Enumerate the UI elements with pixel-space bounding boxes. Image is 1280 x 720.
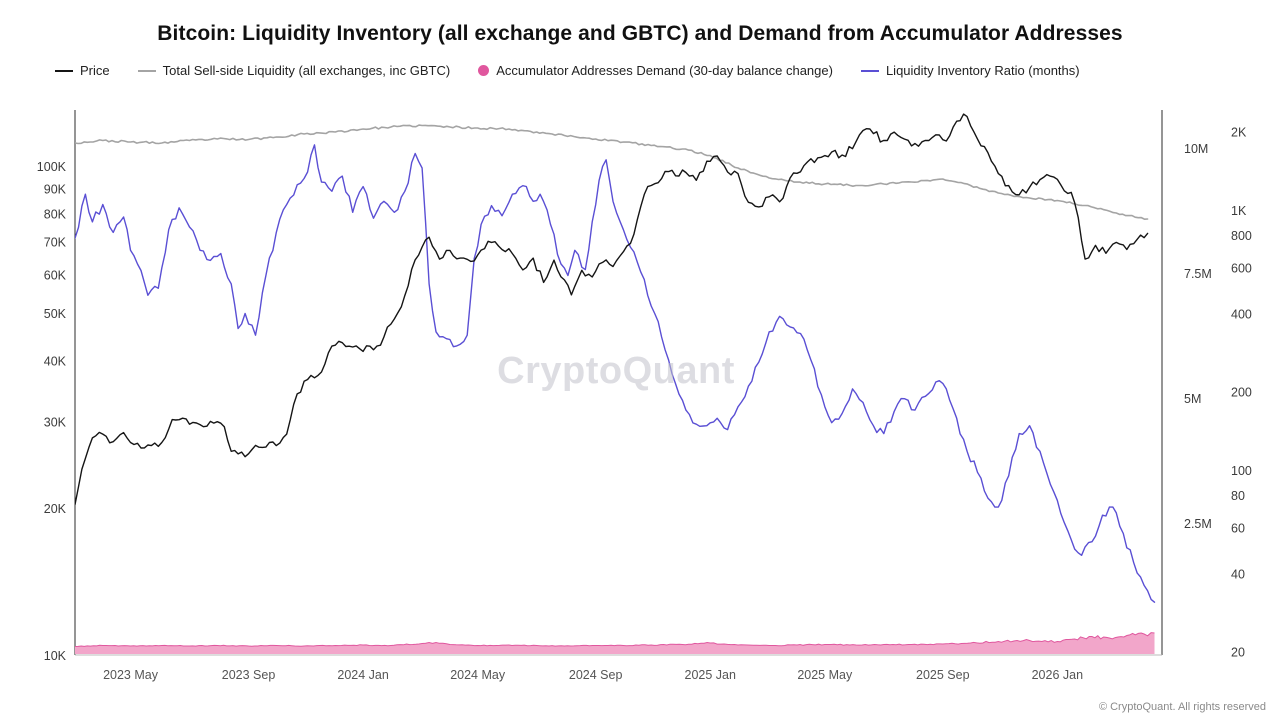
ratio-axis-tick-label: 200: [1231, 386, 1252, 400]
price-axis-tick-label: 10K: [44, 649, 67, 663]
chart-title: Bitcoin: Liquidity Inventory (all exchan…: [157, 22, 1123, 45]
supply-axis-tick-label: 10M: [1184, 142, 1208, 156]
x-axis-tick-label: 2025 May: [797, 668, 853, 682]
price-axis-tick-label: 90K: [44, 182, 67, 196]
copyright-notice: © CryptoQuant. All rights reserved: [1098, 701, 1266, 713]
legend-label: Accumulator Addresses Demand (30-day bal…: [496, 63, 833, 78]
liquidity-inventory-ratio-line: [75, 144, 1156, 603]
x-axis-tick-label: 2025 Jan: [685, 668, 736, 682]
price-axis-tick-label: 70K: [44, 236, 67, 250]
x-axis-tick-label: 2024 Sep: [569, 668, 623, 682]
price-axis-tick-label: 20K: [44, 502, 67, 516]
legend-label: Liquidity Inventory Ratio (months): [885, 63, 1080, 78]
accumulator-demand-area-edge: [75, 632, 1155, 647]
price-line: [75, 113, 1149, 506]
x-axis-tick-label: 2023 May: [103, 668, 159, 682]
ratio-axis-tick-label: 100: [1231, 464, 1252, 478]
supply-axis-tick-label: 2.5M: [1184, 517, 1212, 531]
legend-label: Price: [80, 63, 110, 78]
ratio-axis-tick-label: 2K: [1231, 126, 1247, 140]
supply-axis-tick-label: 7.5M: [1184, 267, 1212, 281]
x-axis-tick-label: 2025 Sep: [916, 668, 970, 682]
ratio-axis-tick-label: 20: [1231, 646, 1245, 660]
ratio-axis-tick-label: 400: [1231, 307, 1252, 321]
accumulator-demand-area: [75, 632, 1155, 654]
liquidity-line: [75, 124, 1149, 220]
legend-item[interactable]: Price: [55, 63, 110, 78]
ratio-axis-tick-label: 800: [1231, 229, 1252, 243]
legend-item[interactable]: Accumulator Addresses Demand (30-day bal…: [478, 63, 833, 78]
plot-series-group: [75, 113, 1156, 654]
price-axis-tick-label: 30K: [44, 416, 67, 430]
x-axis-tick-label: 2023 Sep: [222, 668, 276, 682]
price-axis-tick-label: 60K: [44, 268, 67, 282]
ratio-axis-tick-label: 40: [1231, 567, 1245, 581]
legend-label: Total Sell-side Liquidity (all exchanges…: [162, 63, 451, 78]
legend-line-marker: [137, 69, 156, 72]
ratio-axis-tick-label: 1K: [1231, 204, 1247, 218]
legend-item[interactable]: Total Sell-side Liquidity (all exchanges…: [137, 63, 451, 78]
chart-canvas[interactable]: 100K 90K 80K 70K 60K 50K 40K 30K 20K 10K 10M 7.5M 5M…: [0, 95, 1280, 695]
legend-circle-marker: [478, 65, 490, 76]
legend-line-marker: [55, 69, 73, 72]
legend-item[interactable]: Liquidity Inventory Ratio (months): [860, 63, 1080, 78]
ratio-axis-tick-label: 600: [1231, 262, 1252, 276]
ratio-axis-tick-label: 60: [1231, 522, 1245, 536]
ratio-axis-tick-label: 80: [1231, 489, 1245, 503]
x-axis-tick-label: 2026 Jan: [1032, 668, 1083, 682]
price-axis-tick-label: 50K: [44, 307, 67, 321]
legend: Price Total Sell-side Liquidity (all exch…: [55, 63, 1080, 78]
price-axis-tick-label: 80K: [44, 207, 67, 221]
price-axis-tick-label: 100K: [37, 160, 67, 174]
supply-axis-tick-label: 5M: [1184, 392, 1201, 406]
x-axis-tick-label: 2024 May: [450, 668, 506, 682]
x-axis-tick-label: 2024 Jan: [337, 668, 388, 682]
legend-line-marker: [860, 69, 879, 72]
price-axis-tick-label: 40K: [44, 355, 67, 369]
